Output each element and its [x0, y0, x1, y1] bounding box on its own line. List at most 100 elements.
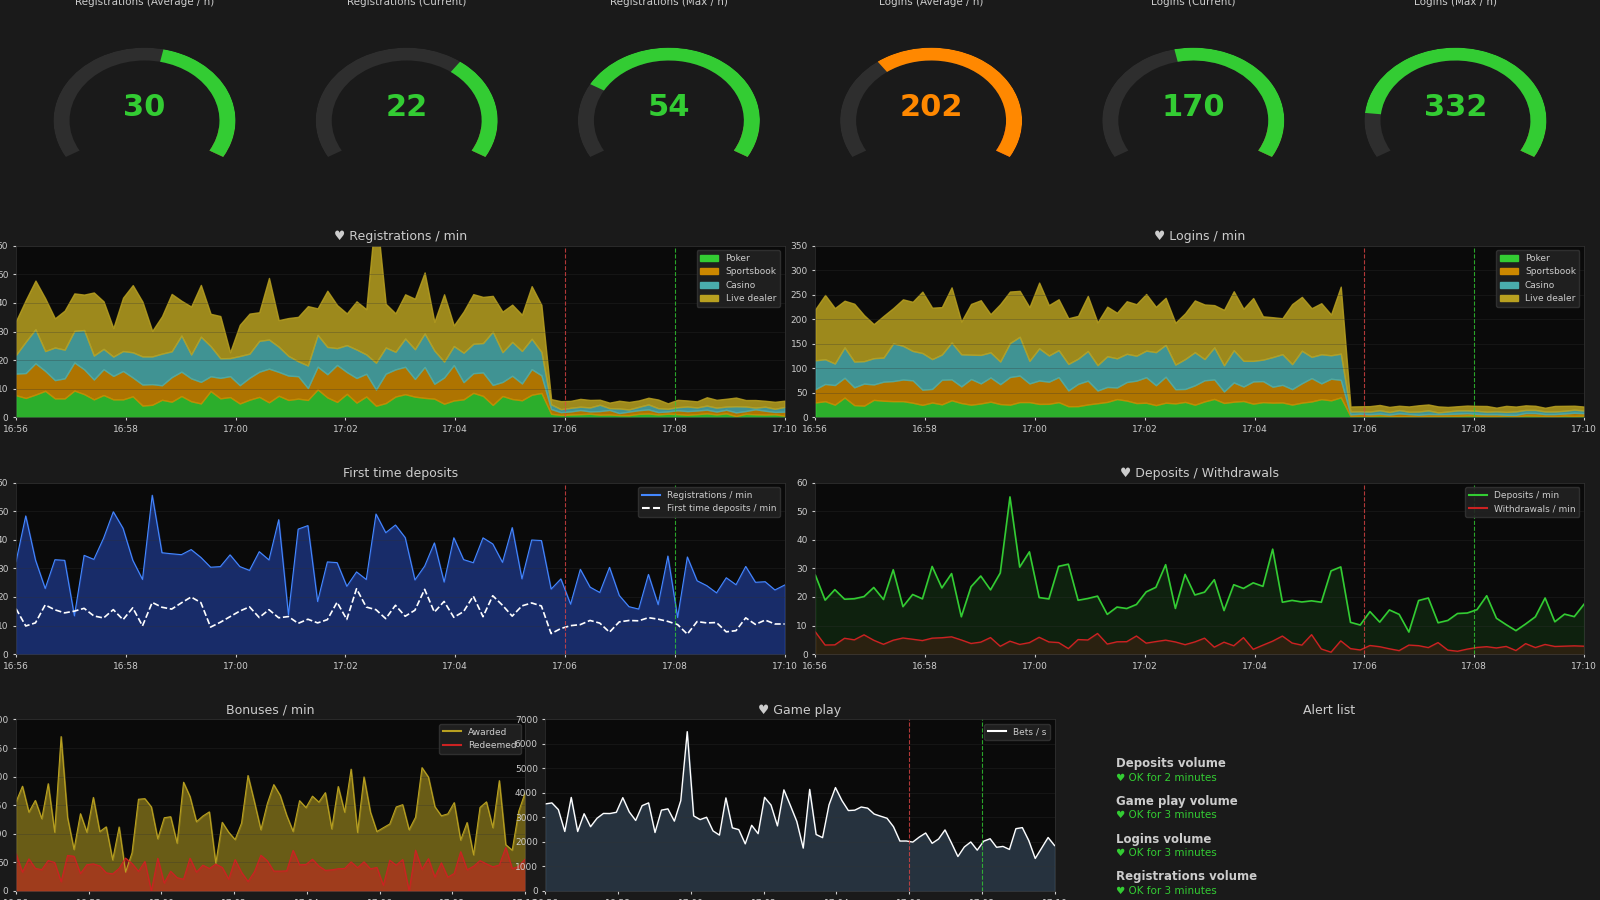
Wedge shape — [590, 48, 760, 157]
First time deposits / min — [474, 611, 493, 622]
Text: 332: 332 — [1424, 94, 1486, 122]
Wedge shape — [451, 61, 498, 157]
Text: 54: 54 — [648, 94, 690, 122]
Bets / s — [536, 798, 555, 809]
Wedge shape — [472, 127, 498, 157]
Bets / s — [1026, 853, 1045, 864]
Deposits / min — [1506, 626, 1525, 636]
Title: Logins (Max / h): Logins (Max / h) — [1414, 0, 1498, 7]
Deposits / min — [1312, 597, 1331, 608]
Wedge shape — [1258, 127, 1283, 157]
Withdrawals / min — [1496, 641, 1515, 652]
First time deposits / min — [707, 617, 726, 628]
Title: Logins (Current): Logins (Current) — [1150, 0, 1235, 7]
Legend: Poker, Sportsbook, Casino, Live dealer: Poker, Sportsbook, Casino, Live dealer — [696, 250, 781, 307]
Wedge shape — [1362, 45, 1550, 158]
Bets / s — [870, 811, 890, 822]
Title: Registrations (Current): Registrations (Current) — [347, 0, 467, 7]
Wedge shape — [734, 127, 760, 157]
Line: Bets / s: Bets / s — [546, 732, 1054, 859]
First time deposits / min — [512, 600, 531, 611]
Legend: Registrations / min, First time deposits / min: Registrations / min, First time deposits… — [638, 487, 781, 517]
Wedge shape — [837, 45, 1026, 158]
Withdrawals / min — [1302, 629, 1322, 640]
Bets / s — [768, 821, 787, 832]
First time deposits / min — [541, 628, 560, 639]
Bets / s — [890, 836, 909, 847]
Wedge shape — [50, 45, 238, 158]
Wedge shape — [840, 48, 1022, 157]
Withdrawals / min — [1146, 636, 1165, 647]
Deposits / min — [1157, 559, 1176, 570]
Title: Registrations (Average / h): Registrations (Average / h) — [75, 0, 214, 7]
Deposits / min — [1000, 491, 1019, 502]
Text: Registrations volume: Registrations volume — [1115, 870, 1256, 884]
Text: ♥ OK for 3 minutes: ♥ OK for 3 minutes — [1115, 886, 1216, 896]
Line: First time deposits / min: First time deposits / min — [16, 589, 784, 634]
Wedge shape — [53, 48, 235, 157]
Text: 22: 22 — [386, 94, 427, 122]
Legend: Deposits / min, Withdrawals / min: Deposits / min, Withdrawals / min — [1466, 487, 1579, 517]
Wedge shape — [578, 48, 760, 157]
Withdrawals / min — [1341, 644, 1360, 654]
First time deposits / min — [347, 583, 366, 594]
Withdrawals / min — [1262, 635, 1282, 646]
Deposits / min — [1283, 595, 1302, 606]
Text: 202: 202 — [899, 94, 963, 122]
First time deposits / min — [774, 618, 794, 629]
Wedge shape — [1365, 48, 1547, 157]
Title: ♥ Deposits / Withdrawals: ♥ Deposits / Withdrawals — [1120, 467, 1278, 480]
Title: ♥ Game play: ♥ Game play — [758, 704, 842, 716]
Wedge shape — [877, 48, 1022, 157]
Wedge shape — [1102, 48, 1285, 157]
Title: Registrations (Max / h): Registrations (Max / h) — [610, 0, 728, 7]
First time deposits / min — [678, 629, 698, 640]
Wedge shape — [1520, 127, 1546, 157]
Text: Logins volume: Logins volume — [1115, 832, 1211, 846]
Wedge shape — [1365, 48, 1547, 157]
Text: 170: 170 — [1162, 94, 1226, 122]
Deposits / min — [806, 570, 826, 580]
Text: ♥ OK for 3 minutes: ♥ OK for 3 minutes — [1115, 848, 1216, 858]
Wedge shape — [1174, 48, 1285, 157]
Deposits / min — [1341, 616, 1360, 627]
Line: Deposits / min: Deposits / min — [816, 497, 1584, 632]
Withdrawals / min — [806, 626, 826, 637]
Title: ♥ Registrations / min: ♥ Registrations / min — [334, 230, 467, 243]
Deposits / min — [1574, 598, 1594, 609]
Bets / s — [845, 805, 864, 815]
Wedge shape — [160, 50, 235, 157]
Wedge shape — [1099, 45, 1288, 158]
Text: ♥ OK for 2 minutes: ♥ OK for 2 minutes — [1115, 772, 1216, 783]
First time deposits / min — [357, 602, 376, 613]
Title: Logins (Average / h): Logins (Average / h) — [878, 0, 984, 7]
First time deposits / min — [6, 603, 26, 614]
Legend: Poker, Sportsbook, Casino, Live dealer: Poker, Sportsbook, Casino, Live dealer — [1496, 250, 1579, 307]
Text: ♥ OK for 3 minutes: ♥ OK for 3 minutes — [1115, 810, 1216, 821]
Legend: Bets / s: Bets / s — [984, 724, 1050, 740]
Bets / s — [851, 802, 870, 813]
Wedge shape — [997, 127, 1022, 157]
Bets / s — [678, 726, 698, 737]
Bets / s — [1045, 840, 1064, 850]
Text: 30: 30 — [123, 94, 166, 122]
Withdrawals / min — [1574, 641, 1594, 652]
Title: Bonuses / min: Bonuses / min — [226, 704, 315, 716]
Title: First time deposits: First time deposits — [342, 467, 458, 480]
Withdrawals / min — [1322, 647, 1341, 658]
Title: ♥ Logins / min: ♥ Logins / min — [1154, 230, 1245, 243]
Deposits / min — [1400, 626, 1419, 637]
Line: Withdrawals / min: Withdrawals / min — [816, 632, 1584, 652]
Deposits / min — [1272, 597, 1291, 608]
Text: Deposits volume: Deposits volume — [1115, 757, 1226, 770]
Wedge shape — [210, 127, 235, 157]
Wedge shape — [574, 45, 763, 158]
Wedge shape — [312, 45, 501, 158]
Wedge shape — [315, 48, 498, 157]
Withdrawals / min — [1272, 631, 1291, 642]
Title: Alert list: Alert list — [1304, 704, 1355, 716]
Legend: Awarded, Redeemed: Awarded, Redeemed — [440, 724, 520, 753]
Bets / s — [994, 841, 1013, 851]
Text: Game play volume: Game play volume — [1115, 795, 1237, 808]
First time deposits / min — [483, 590, 502, 601]
